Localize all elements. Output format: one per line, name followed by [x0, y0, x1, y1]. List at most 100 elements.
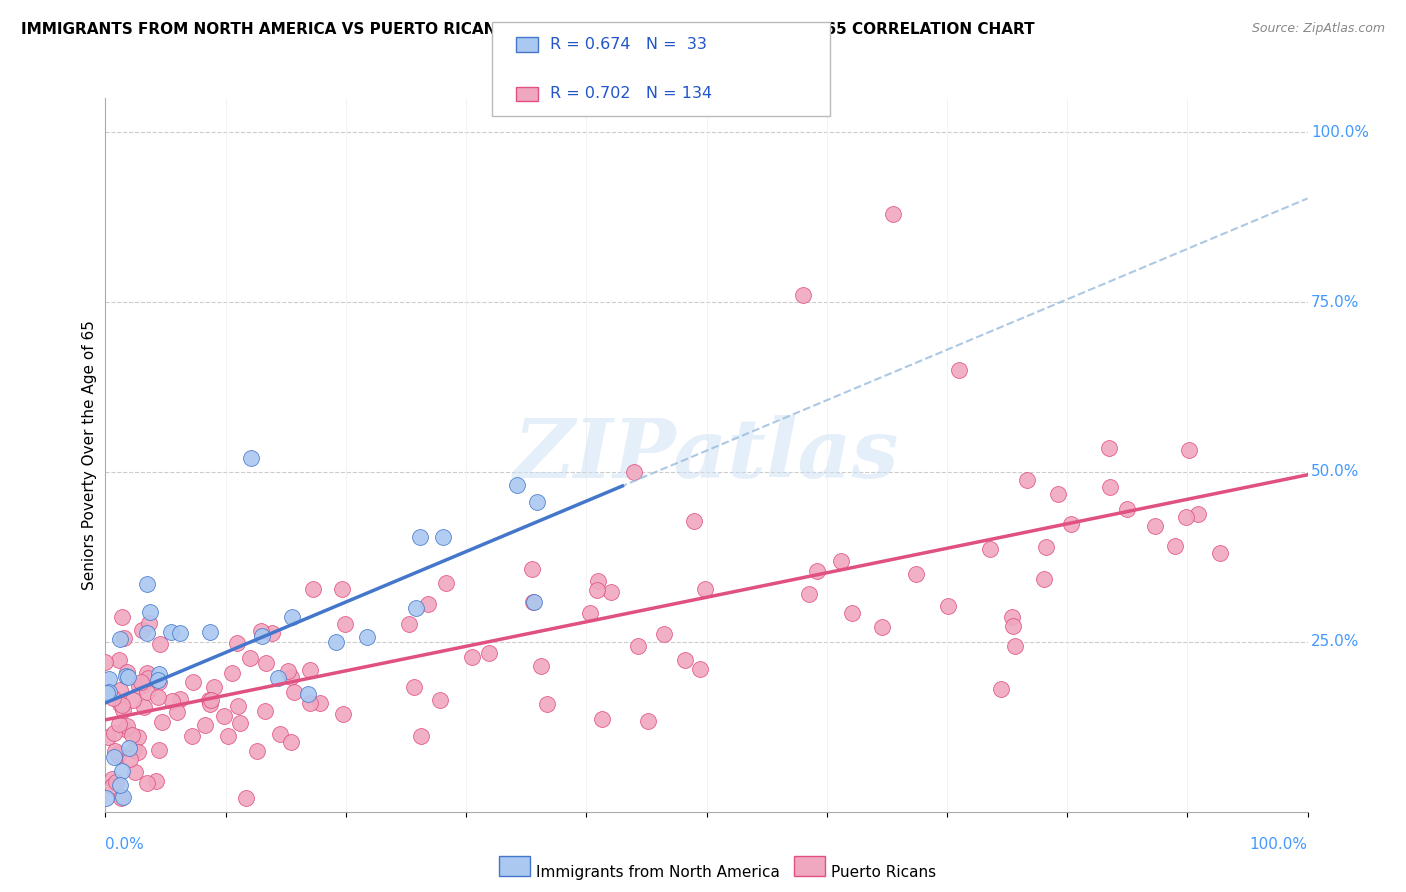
Text: 0.0%: 0.0% — [105, 837, 145, 852]
Text: 25.0%: 25.0% — [1312, 634, 1360, 649]
Y-axis label: Seniors Poverty Over the Age of 65: Seniors Poverty Over the Age of 65 — [82, 320, 97, 590]
Point — [269, 727, 291, 741]
Point — [111, 698, 134, 712]
Text: ZIPatlas: ZIPatlas — [513, 415, 900, 495]
Point — [98, 672, 121, 686]
Text: 75.0%: 75.0% — [1312, 294, 1360, 310]
Point — [112, 702, 135, 716]
Point — [1099, 479, 1122, 493]
Point — [122, 693, 145, 707]
Point — [409, 530, 432, 544]
Point — [131, 674, 153, 689]
Point — [107, 716, 129, 731]
Point — [136, 666, 159, 681]
Point — [246, 744, 269, 758]
Point — [121, 728, 143, 742]
Text: 100.0%: 100.0% — [1250, 837, 1308, 852]
Point — [127, 730, 149, 744]
Point — [148, 690, 170, 705]
Point — [198, 693, 221, 707]
Point — [108, 683, 131, 698]
Point — [301, 582, 323, 596]
Point — [198, 697, 221, 711]
Point — [111, 764, 134, 778]
Point — [530, 659, 553, 673]
Point — [673, 653, 696, 667]
Point — [98, 685, 121, 699]
Point — [250, 629, 273, 643]
Point — [335, 617, 357, 632]
Point — [136, 577, 159, 591]
Point — [194, 718, 217, 732]
Point — [990, 682, 1012, 697]
Point — [1002, 619, 1025, 633]
Point — [267, 671, 290, 685]
Point — [181, 674, 204, 689]
Point — [136, 671, 159, 685]
Point — [145, 773, 167, 788]
Point — [134, 700, 156, 714]
Point — [198, 625, 221, 640]
Point — [637, 714, 659, 728]
Point — [200, 693, 222, 707]
Point — [806, 564, 828, 578]
Point — [127, 745, 149, 759]
Point — [112, 789, 135, 804]
Point — [830, 554, 852, 568]
Point — [115, 669, 138, 683]
Point — [600, 585, 623, 599]
Point — [1035, 540, 1057, 554]
Point — [402, 680, 425, 694]
Point — [1032, 572, 1054, 586]
Point — [522, 562, 544, 576]
Point — [588, 574, 610, 588]
Point — [436, 575, 458, 590]
Point — [332, 707, 354, 722]
Text: 50.0%: 50.0% — [1312, 465, 1360, 479]
Point — [254, 704, 277, 718]
Point — [1164, 539, 1187, 553]
Point — [689, 662, 711, 676]
Point — [132, 678, 155, 692]
Text: Source: ZipAtlas.com: Source: ZipAtlas.com — [1251, 22, 1385, 36]
Point — [108, 778, 131, 792]
Point — [239, 451, 262, 466]
Point — [214, 708, 236, 723]
Point — [115, 719, 138, 733]
Point — [1116, 502, 1139, 516]
Point — [104, 775, 127, 789]
Point — [683, 515, 706, 529]
Point — [1060, 516, 1083, 531]
Point — [146, 673, 169, 687]
Point — [117, 669, 139, 683]
Point — [166, 705, 188, 719]
Point — [221, 665, 243, 680]
Point — [280, 734, 302, 748]
Point — [398, 616, 420, 631]
Point — [254, 656, 277, 670]
Point — [411, 730, 433, 744]
Point — [652, 627, 675, 641]
Text: Immigrants from North America: Immigrants from North America — [536, 865, 779, 880]
Point — [228, 715, 250, 730]
Point — [870, 620, 893, 634]
Point — [169, 626, 191, 640]
Point — [226, 636, 249, 650]
Point — [148, 674, 170, 689]
Point — [1178, 442, 1201, 457]
Point — [522, 595, 544, 609]
Point — [979, 541, 1001, 556]
Point — [107, 747, 129, 762]
Point — [235, 791, 257, 805]
Point — [506, 478, 529, 492]
Point — [169, 692, 191, 706]
Text: 100.0%: 100.0% — [1312, 125, 1369, 140]
Point — [112, 631, 135, 645]
Point — [136, 685, 159, 699]
Point — [107, 653, 129, 667]
Point — [936, 599, 959, 614]
Point — [122, 743, 145, 757]
Point — [418, 597, 440, 611]
Text: Puerto Ricans: Puerto Ricans — [831, 865, 936, 880]
Point — [149, 637, 172, 651]
